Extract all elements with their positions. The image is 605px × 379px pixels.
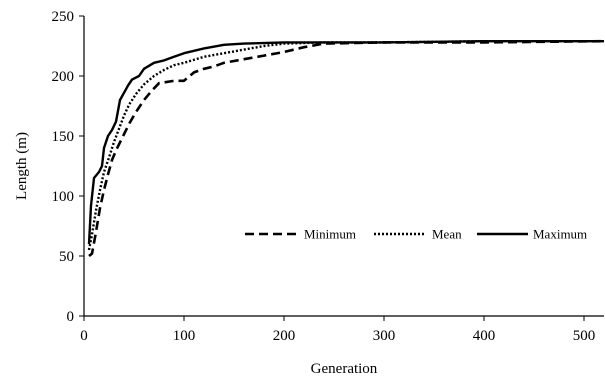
legend: Minimum Mean Maximum — [245, 227, 587, 242]
legend-label-mean: Mean — [432, 227, 462, 242]
legend-label-maximum: Maximum — [533, 227, 587, 242]
series-layer — [87, 39, 605, 258]
x-tick-label: 200 — [273, 328, 296, 344]
series-line-maximum — [87, 40, 604, 245]
y-axis-title: Length (m) — [14, 132, 30, 200]
y-tick-label: 100 — [52, 189, 75, 205]
series-line-minimum — [88, 39, 605, 258]
x-tick-label: 0 — [80, 328, 88, 344]
x-axis-title: Generation — [311, 361, 378, 377]
x-tick-label: 100 — [173, 328, 196, 344]
x-tick-label: 400 — [473, 328, 496, 344]
legend-label-minimum: Minimum — [304, 227, 356, 242]
y-tick-label: 0 — [67, 309, 75, 325]
y-tick-label: 250 — [52, 9, 75, 25]
y-tick-label: 50 — [59, 249, 74, 265]
y-tick-label: 150 — [52, 129, 75, 145]
x-tick-label: 300 — [373, 328, 396, 344]
y-tick-label: 200 — [52, 69, 75, 85]
x-tick-label: 500 — [573, 328, 596, 344]
axes: 0 100 200 300 400 500 0 50 100 150 200 250 — [52, 9, 604, 344]
